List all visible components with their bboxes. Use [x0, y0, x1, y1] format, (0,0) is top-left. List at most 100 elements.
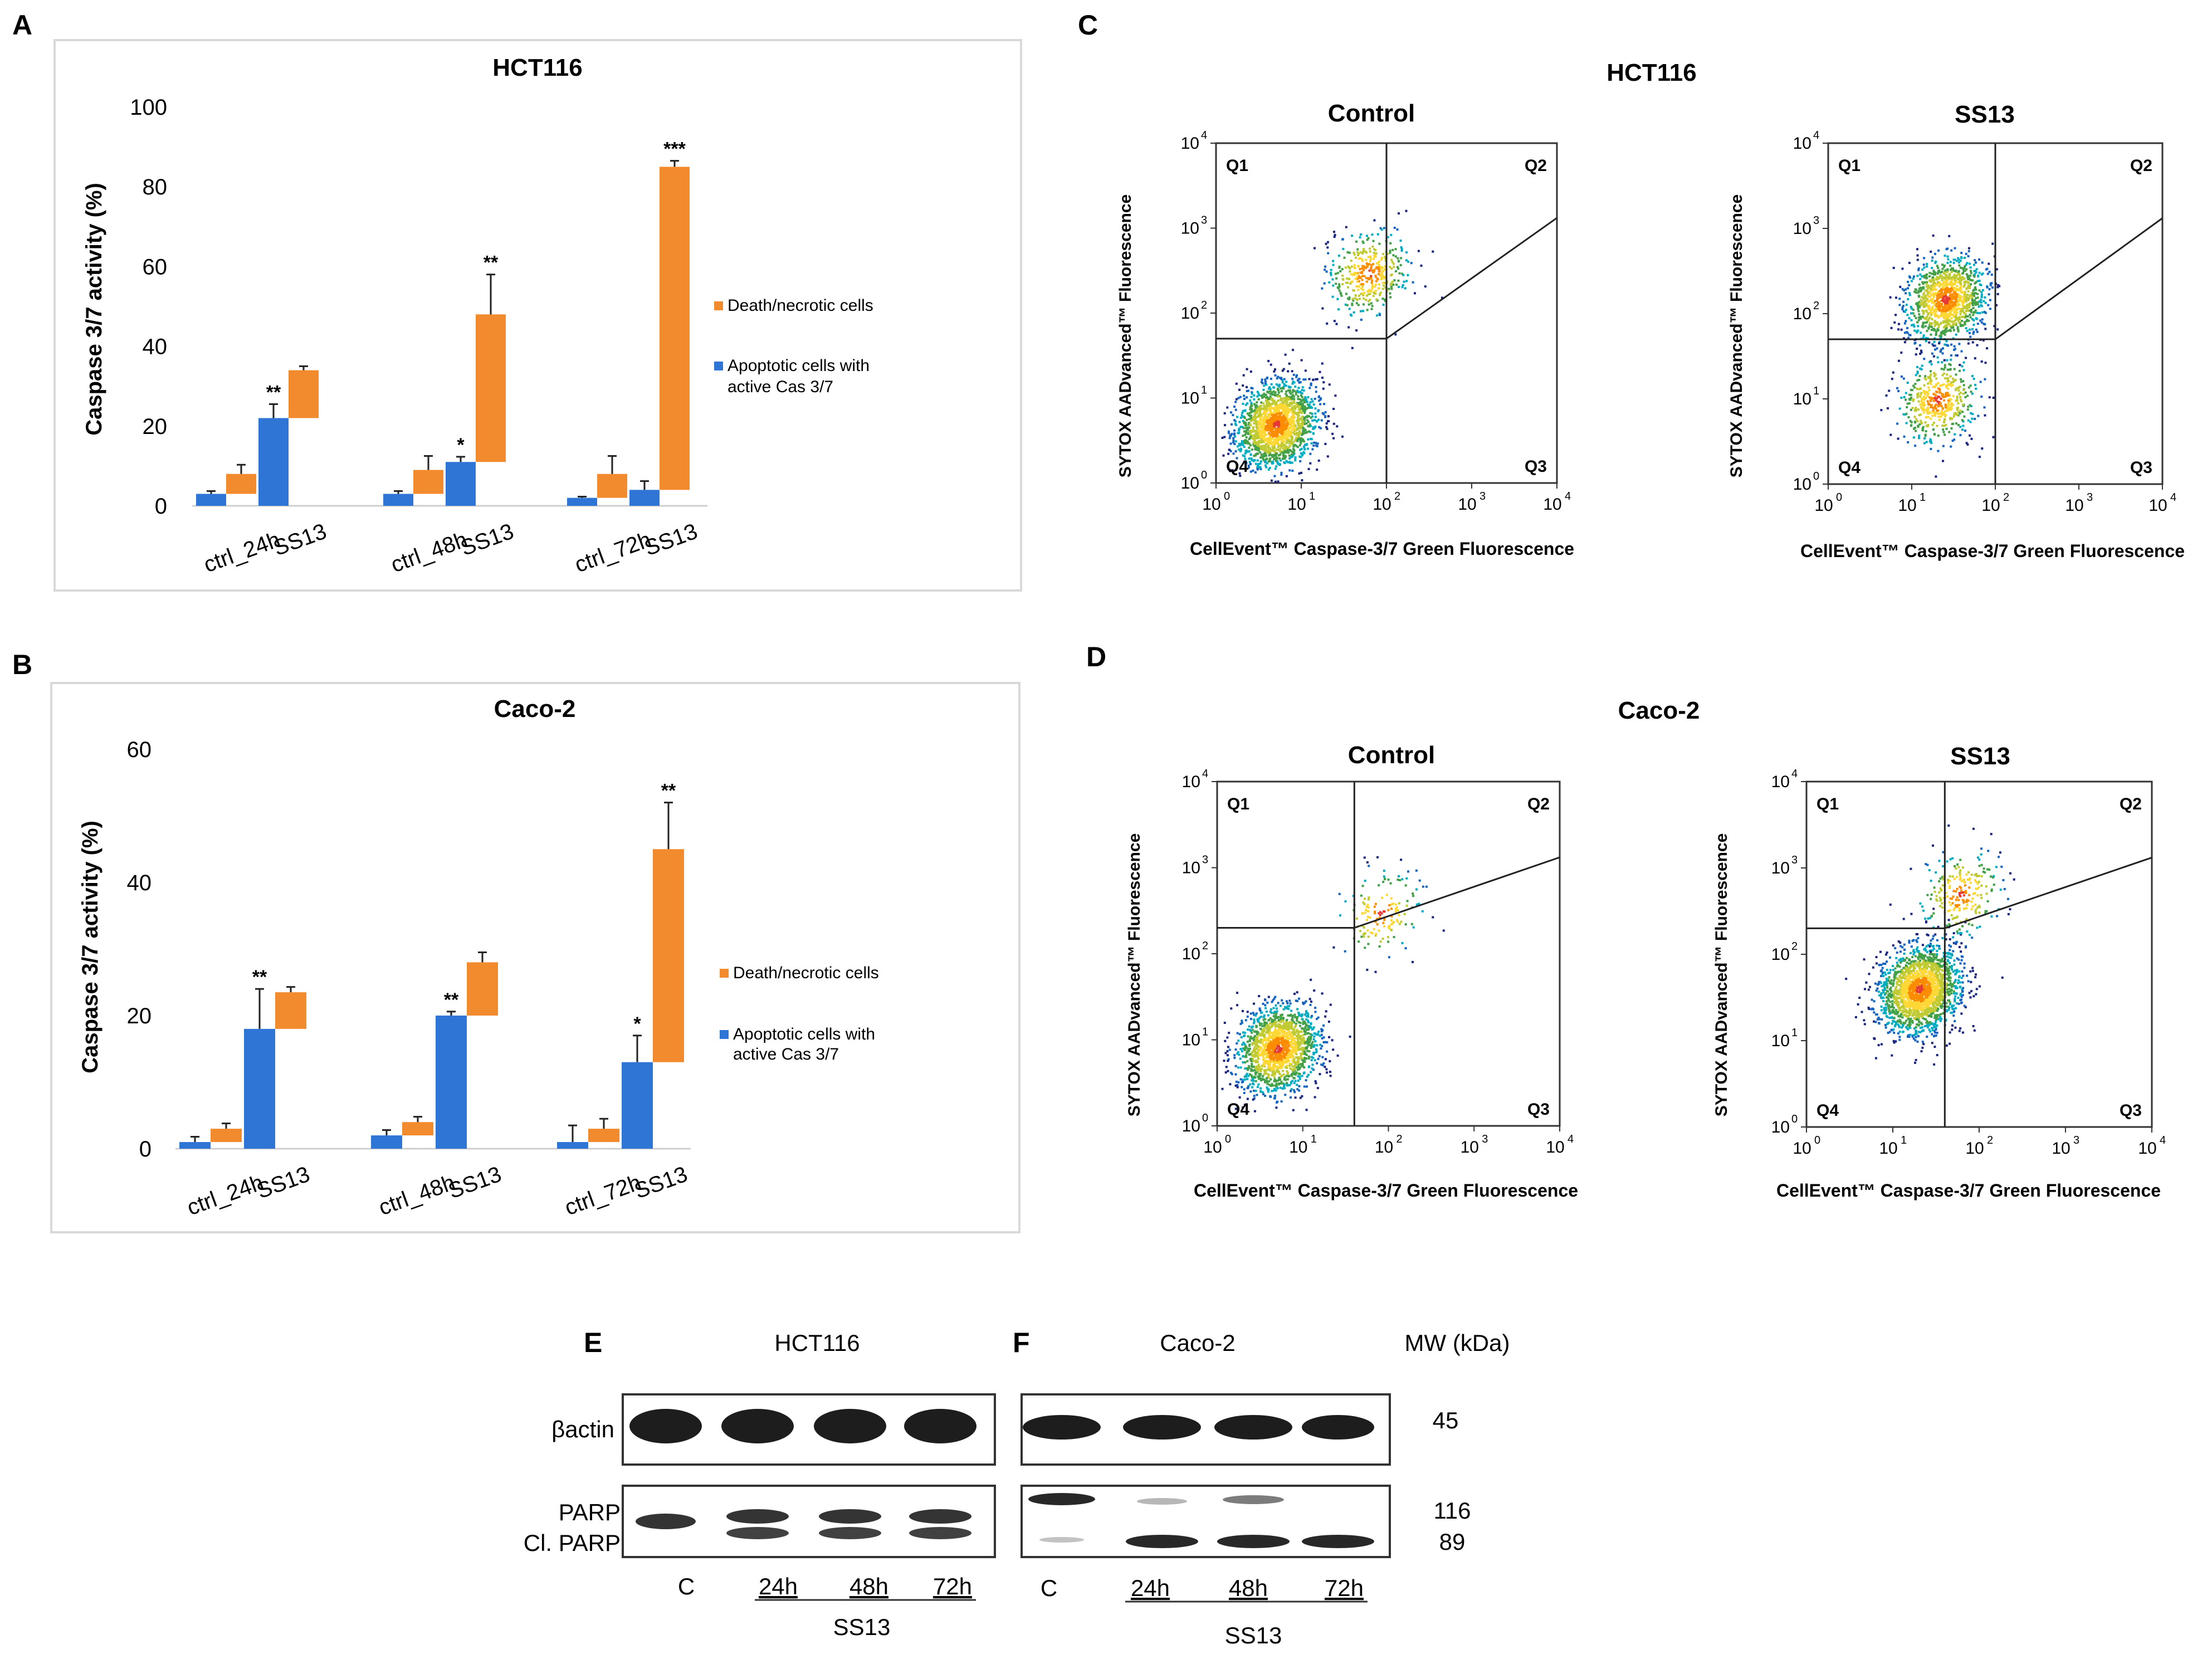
event-dot: [1338, 255, 1340, 257]
event-dot: [1349, 308, 1351, 310]
event-dot: [1281, 432, 1283, 434]
event-dot: [1321, 419, 1323, 422]
event-dot: [1350, 273, 1352, 275]
bar-apoptotic: [196, 494, 226, 506]
event-dot: [1293, 398, 1295, 400]
event-dot: [1927, 387, 1930, 389]
event-dot: [1980, 381, 1982, 383]
event-dot: [1292, 349, 1294, 351]
event-dot: [1947, 304, 1950, 306]
event-dot: [1259, 1028, 1262, 1030]
event-dot: [1296, 374, 1298, 377]
event-dot: [1941, 279, 1944, 281]
event-dot: [1935, 383, 1937, 386]
event-dot: [1356, 276, 1358, 278]
event-dot: [1363, 297, 1365, 300]
x-tick-label: 10: [1202, 495, 1220, 514]
event-dot: [1293, 382, 1296, 384]
event-dot: [1276, 461, 1278, 463]
event-dot: [1984, 296, 1986, 299]
event-dot: [1310, 417, 1312, 419]
legend-label-apoptotic-1: Apoptotic cells with: [727, 357, 870, 375]
event-dot: [1375, 299, 1378, 301]
event-dot: [1981, 311, 1984, 314]
event-dot: [1317, 442, 1319, 445]
event-dot: [1230, 411, 1232, 413]
event-dot: [1911, 280, 1913, 282]
event-dot: [1258, 430, 1261, 432]
x-tick-exponent: 2: [1394, 490, 1400, 502]
event-dot: [1965, 300, 1967, 302]
event-dot: [1937, 361, 1940, 363]
event-dot: [1261, 426, 1263, 428]
event-dot: [1962, 307, 1965, 309]
event-dot: [1984, 328, 1986, 330]
event-dot: [1395, 255, 1397, 257]
event-dot: [1345, 266, 1347, 269]
event-dot: [1962, 292, 1965, 294]
event-dot: [1233, 432, 1236, 435]
event-dot: [1224, 1022, 1226, 1024]
event-dot: [1357, 254, 1359, 256]
event-dot: [1268, 386, 1271, 388]
event-dot: [1316, 1044, 1318, 1046]
event-dot: [1366, 295, 1368, 297]
event-dot: [1941, 264, 1944, 266]
significance-stars: *: [633, 1013, 641, 1035]
event-dot: [1907, 332, 1909, 334]
event-dot: [1963, 384, 1965, 386]
event-dot: [1898, 360, 1900, 362]
event-dot: [1923, 266, 1925, 269]
significance-stars: **: [484, 252, 499, 274]
event-dot: [1242, 435, 1244, 437]
event-dot: [1303, 412, 1306, 414]
event-dot: [1287, 370, 1289, 373]
event-dot: [1954, 433, 1956, 436]
event-dot: [1321, 308, 1324, 310]
event-dot: [1400, 240, 1402, 242]
event-dot: [1896, 423, 1898, 425]
event-dot: [1282, 451, 1284, 453]
event-dot: [1341, 283, 1344, 285]
event-dot: [1313, 442, 1315, 444]
bar-apoptotic: [371, 1135, 402, 1149]
event-dot: [1325, 426, 1327, 428]
event-dot: [1284, 462, 1286, 464]
chart-title-b: Caco-2: [494, 695, 576, 723]
y-tick-exponent: 4: [1813, 129, 1819, 141]
event-dot: [1314, 412, 1316, 414]
event-dot: [1223, 436, 1225, 438]
y-tick-label: 20: [143, 414, 168, 439]
event-dot: [1898, 304, 1901, 306]
event-dot: [1941, 424, 1944, 427]
plot-title-c-ss13: SS13: [1955, 101, 2015, 128]
event-dot: [1253, 394, 1255, 397]
event-dot: [1390, 274, 1392, 276]
event-dot: [1308, 378, 1311, 380]
event-dot: [1291, 419, 1293, 421]
event-dot: [1241, 426, 1243, 428]
event-dot: [1936, 297, 1938, 299]
event-dot: [1246, 396, 1248, 398]
event-dot: [1920, 407, 1922, 409]
significance-stars: **: [444, 989, 459, 1011]
event-dot: [1288, 1065, 1291, 1067]
event-dot: [1356, 251, 1359, 253]
event-dot: [1935, 394, 1937, 397]
event-dot: [1288, 430, 1290, 432]
event-dot: [1228, 448, 1230, 451]
event-dot: [1263, 447, 1266, 450]
event-dot: [1946, 384, 1948, 387]
significance-stars: **: [661, 780, 676, 802]
event-dot: [1250, 387, 1252, 389]
panel-c: C HCT116 Control SS13 SYTOX AADvanced™ F…: [1078, 9, 2185, 561]
y-axis-label-c-control: SYTOX AADvanced™ Fluorescence: [1116, 194, 1135, 478]
event-dot: [1275, 465, 1277, 467]
event-dot: [1268, 407, 1271, 409]
event-dot: [1979, 280, 1981, 282]
event-dot: [1402, 274, 1404, 276]
event-dot: [1263, 1021, 1266, 1023]
event-dot: [1935, 378, 1937, 380]
panel-a: A HCT116 Caspase 3/7 activity (%) 020406…: [12, 9, 1021, 591]
event-dot: [1987, 273, 1989, 275]
